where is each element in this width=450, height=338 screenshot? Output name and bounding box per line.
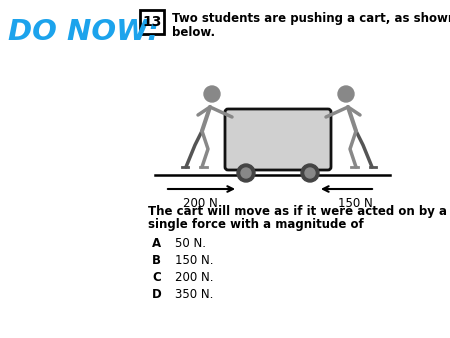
Text: below.: below. bbox=[172, 26, 215, 39]
Text: 50 N.: 50 N. bbox=[175, 237, 206, 250]
FancyBboxPatch shape bbox=[225, 109, 331, 170]
Text: A: A bbox=[152, 237, 161, 250]
Text: 150 N.: 150 N. bbox=[175, 254, 213, 267]
Text: 150 N: 150 N bbox=[338, 197, 373, 210]
Circle shape bbox=[338, 86, 354, 102]
Text: The cart will move as if it were acted on by a: The cart will move as if it were acted o… bbox=[148, 205, 447, 218]
Text: DO NOW:: DO NOW: bbox=[8, 18, 159, 46]
Text: 13: 13 bbox=[142, 15, 162, 29]
Text: D: D bbox=[152, 288, 162, 301]
Circle shape bbox=[241, 168, 251, 178]
Circle shape bbox=[204, 86, 220, 102]
Text: C: C bbox=[152, 271, 161, 284]
FancyBboxPatch shape bbox=[140, 10, 164, 34]
Circle shape bbox=[237, 164, 255, 182]
Text: 350 N.: 350 N. bbox=[175, 288, 213, 301]
Text: single force with a magnitude of: single force with a magnitude of bbox=[148, 218, 364, 231]
Circle shape bbox=[301, 164, 319, 182]
Text: Two students are pushing a cart, as shown: Two students are pushing a cart, as show… bbox=[172, 12, 450, 25]
Text: 200 N: 200 N bbox=[183, 197, 217, 210]
Text: 200 N.: 200 N. bbox=[175, 271, 213, 284]
Circle shape bbox=[305, 168, 315, 178]
Text: B: B bbox=[152, 254, 161, 267]
